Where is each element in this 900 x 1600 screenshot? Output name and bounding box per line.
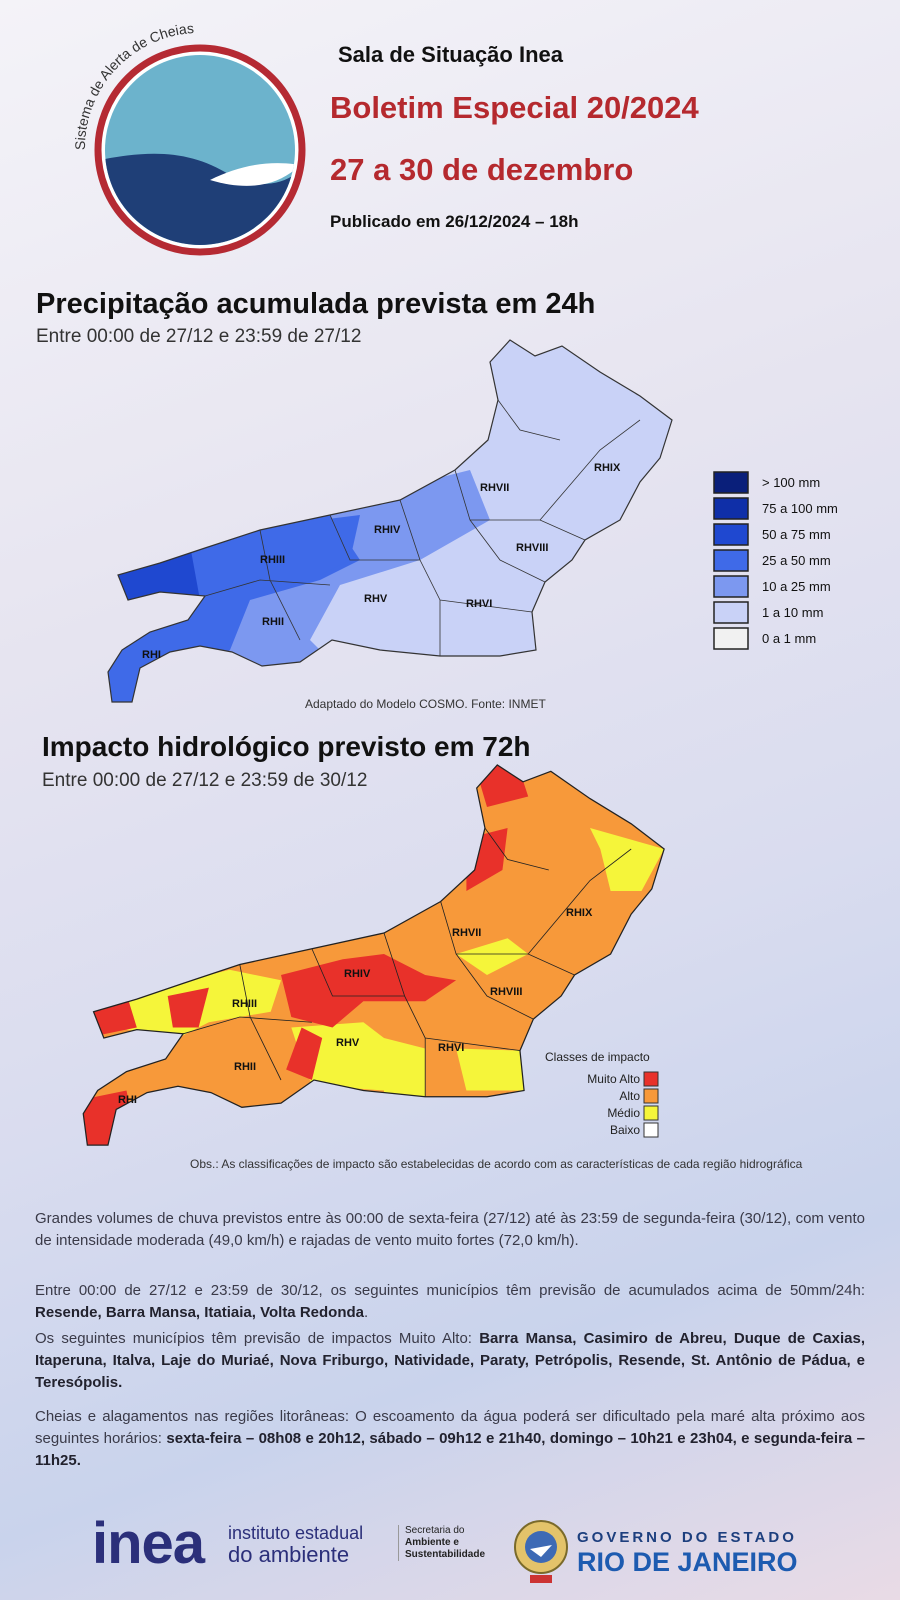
legend-swatch [713,627,749,650]
secretaria-line: Ambiente e [405,1537,459,1548]
map2-subtitle: Entre 00:00 de 27/12 e 23:59 de 30/12 [42,770,367,791]
paragraph: Entre 00:00 de 27/12 e 23:59 de 30/12, o… [35,1280,865,1324]
map2-note: Obs.: As classificações de impacto são e… [190,1157,803,1171]
map1-subtitle: Entre 00:00 de 27/12 e 23:59 de 27/12 [36,326,361,347]
region-label: RHVI [466,598,492,610]
legend-swatch [643,1088,659,1104]
bulletin-graphics: Sistema de Alerta de Cheias Sala de Situ… [36,20,838,1146]
footer: inea instituto estadual do ambiente Secr… [0,1515,900,1600]
legend-label: 10 a 25 mm [762,579,831,594]
inea-logo: inea [92,1511,205,1576]
legend-label: 0 a 1 mm [762,631,816,646]
org-name: Sala de Situação Inea [338,42,564,67]
legend-label: Alto [619,1089,640,1103]
region-label: RHIX [594,462,621,474]
legend-label: Baixo [610,1123,640,1137]
map2-title: Impacto hidrológico previsto em 72h [42,731,531,762]
impact-map [82,764,665,1146]
legend-label: 1 a 10 mm [762,605,823,620]
region-label: RHVIII [490,986,522,998]
legend-swatch [643,1071,659,1087]
impact-legend: Muito Alto Alto Médio Baixo [587,1071,659,1138]
state-emblem [514,1520,568,1583]
region-labels: RHI RHII RHIII RHIV RHV RHVI RHVII RHVIII RHIX RH… [118,462,621,1106]
legend-label: 75 a 100 mm [762,501,838,516]
legend-swatch [713,471,749,494]
secretaria: Secretaria do Ambiente e Sustentabilidade [398,1525,485,1561]
legend-swatch [713,523,749,546]
legend-swatch [713,549,749,572]
legend-swatch [643,1105,659,1121]
map2-legend-title: Classes de impacto [545,1050,650,1064]
region-label: RHII [262,616,284,628]
inea-line1: instituto estadual [228,1523,364,1543]
bulletin-title: Boletim Especial 20/2024 [330,90,700,125]
paragraph-text: Grandes volumes de chuva previstos entre… [35,1210,865,1249]
region-label: RHV [364,593,388,605]
bulletin-dates: 27 a 30 de dezembro [330,152,633,187]
legend-label: Muito Alto [587,1072,640,1086]
paragraph-text: . [364,1304,369,1321]
legend-label: 50 a 75 mm [762,527,831,542]
gov-line1: GOVERNO DO ESTADO [577,1529,797,1546]
paragraph-text: Entre 00:00 de 27/12 e 23:59 de 30/12, o… [35,1282,865,1299]
region-label: RHI [142,649,161,661]
legend-swatch [713,497,749,520]
paragraph: Cheias e alagamentos nas regiões litorân… [35,1406,865,1472]
precipitation-legend: > 100 mm 75 a 100 mm 50 a 75 mm 25 a 50 mm 1… [713,471,838,650]
paragraph-bold: Barra Mansa, Casimiro de Abreu, Duque de… [35,1330,865,1391]
legend-label: Médio [607,1106,640,1120]
legend-label: > 100 mm [762,475,820,490]
paragraph-text: Os seguintes municípios têm previsão de … [35,1330,480,1347]
region-label: RHI [118,1094,137,1106]
region-label: RHVII [452,927,481,939]
legend-swatch [643,1122,659,1138]
paragraph: Os seguintes municípios têm previsão de … [35,1328,865,1394]
secretaria-line: Secretaria do [405,1525,465,1536]
logo: Sistema de Alerta de Cheias [72,20,306,256]
region-label: RHIII [232,998,257,1010]
region-label: RHIV [344,968,371,980]
paragraph-bold: Resende, Barra Mansa, Itatiaia, Volta Re… [35,1304,364,1321]
map1-title: Precipitação acumulada prevista em 24h [36,288,595,320]
legend-label: 25 a 50 mm [762,553,831,568]
map1-source: Adaptado do Modelo COSMO. Fonte: INMET [305,697,546,711]
paragraph-text: Cheias e alagamentos nas regiões litorân… [35,1408,865,1447]
region-label: RHIV [374,524,401,536]
region-label: RHVII [480,482,509,494]
region-label: RHVI [438,1042,464,1054]
region-label: RHIII [260,554,285,566]
region-label: RHV [336,1037,360,1049]
inea-line2: do ambiente [228,1542,350,1567]
published: Publicado em 26/12/2024 – 18h [330,212,579,231]
region-label: RHIX [566,907,593,919]
secretaria-line: Sustentabilidade [405,1549,486,1560]
gov-line2: RIO DE JANEIRO [577,1547,798,1577]
paragraph: Grandes volumes de chuva previstos entre… [35,1208,865,1252]
paragraph-bold: sexta-feira – 08h08 e 20h12, sábado – 09… [35,1430,865,1469]
region-label: RHII [234,1061,256,1073]
region-label: RHVIII [516,542,548,554]
legend-swatch [713,575,749,598]
legend-swatch [713,601,749,624]
